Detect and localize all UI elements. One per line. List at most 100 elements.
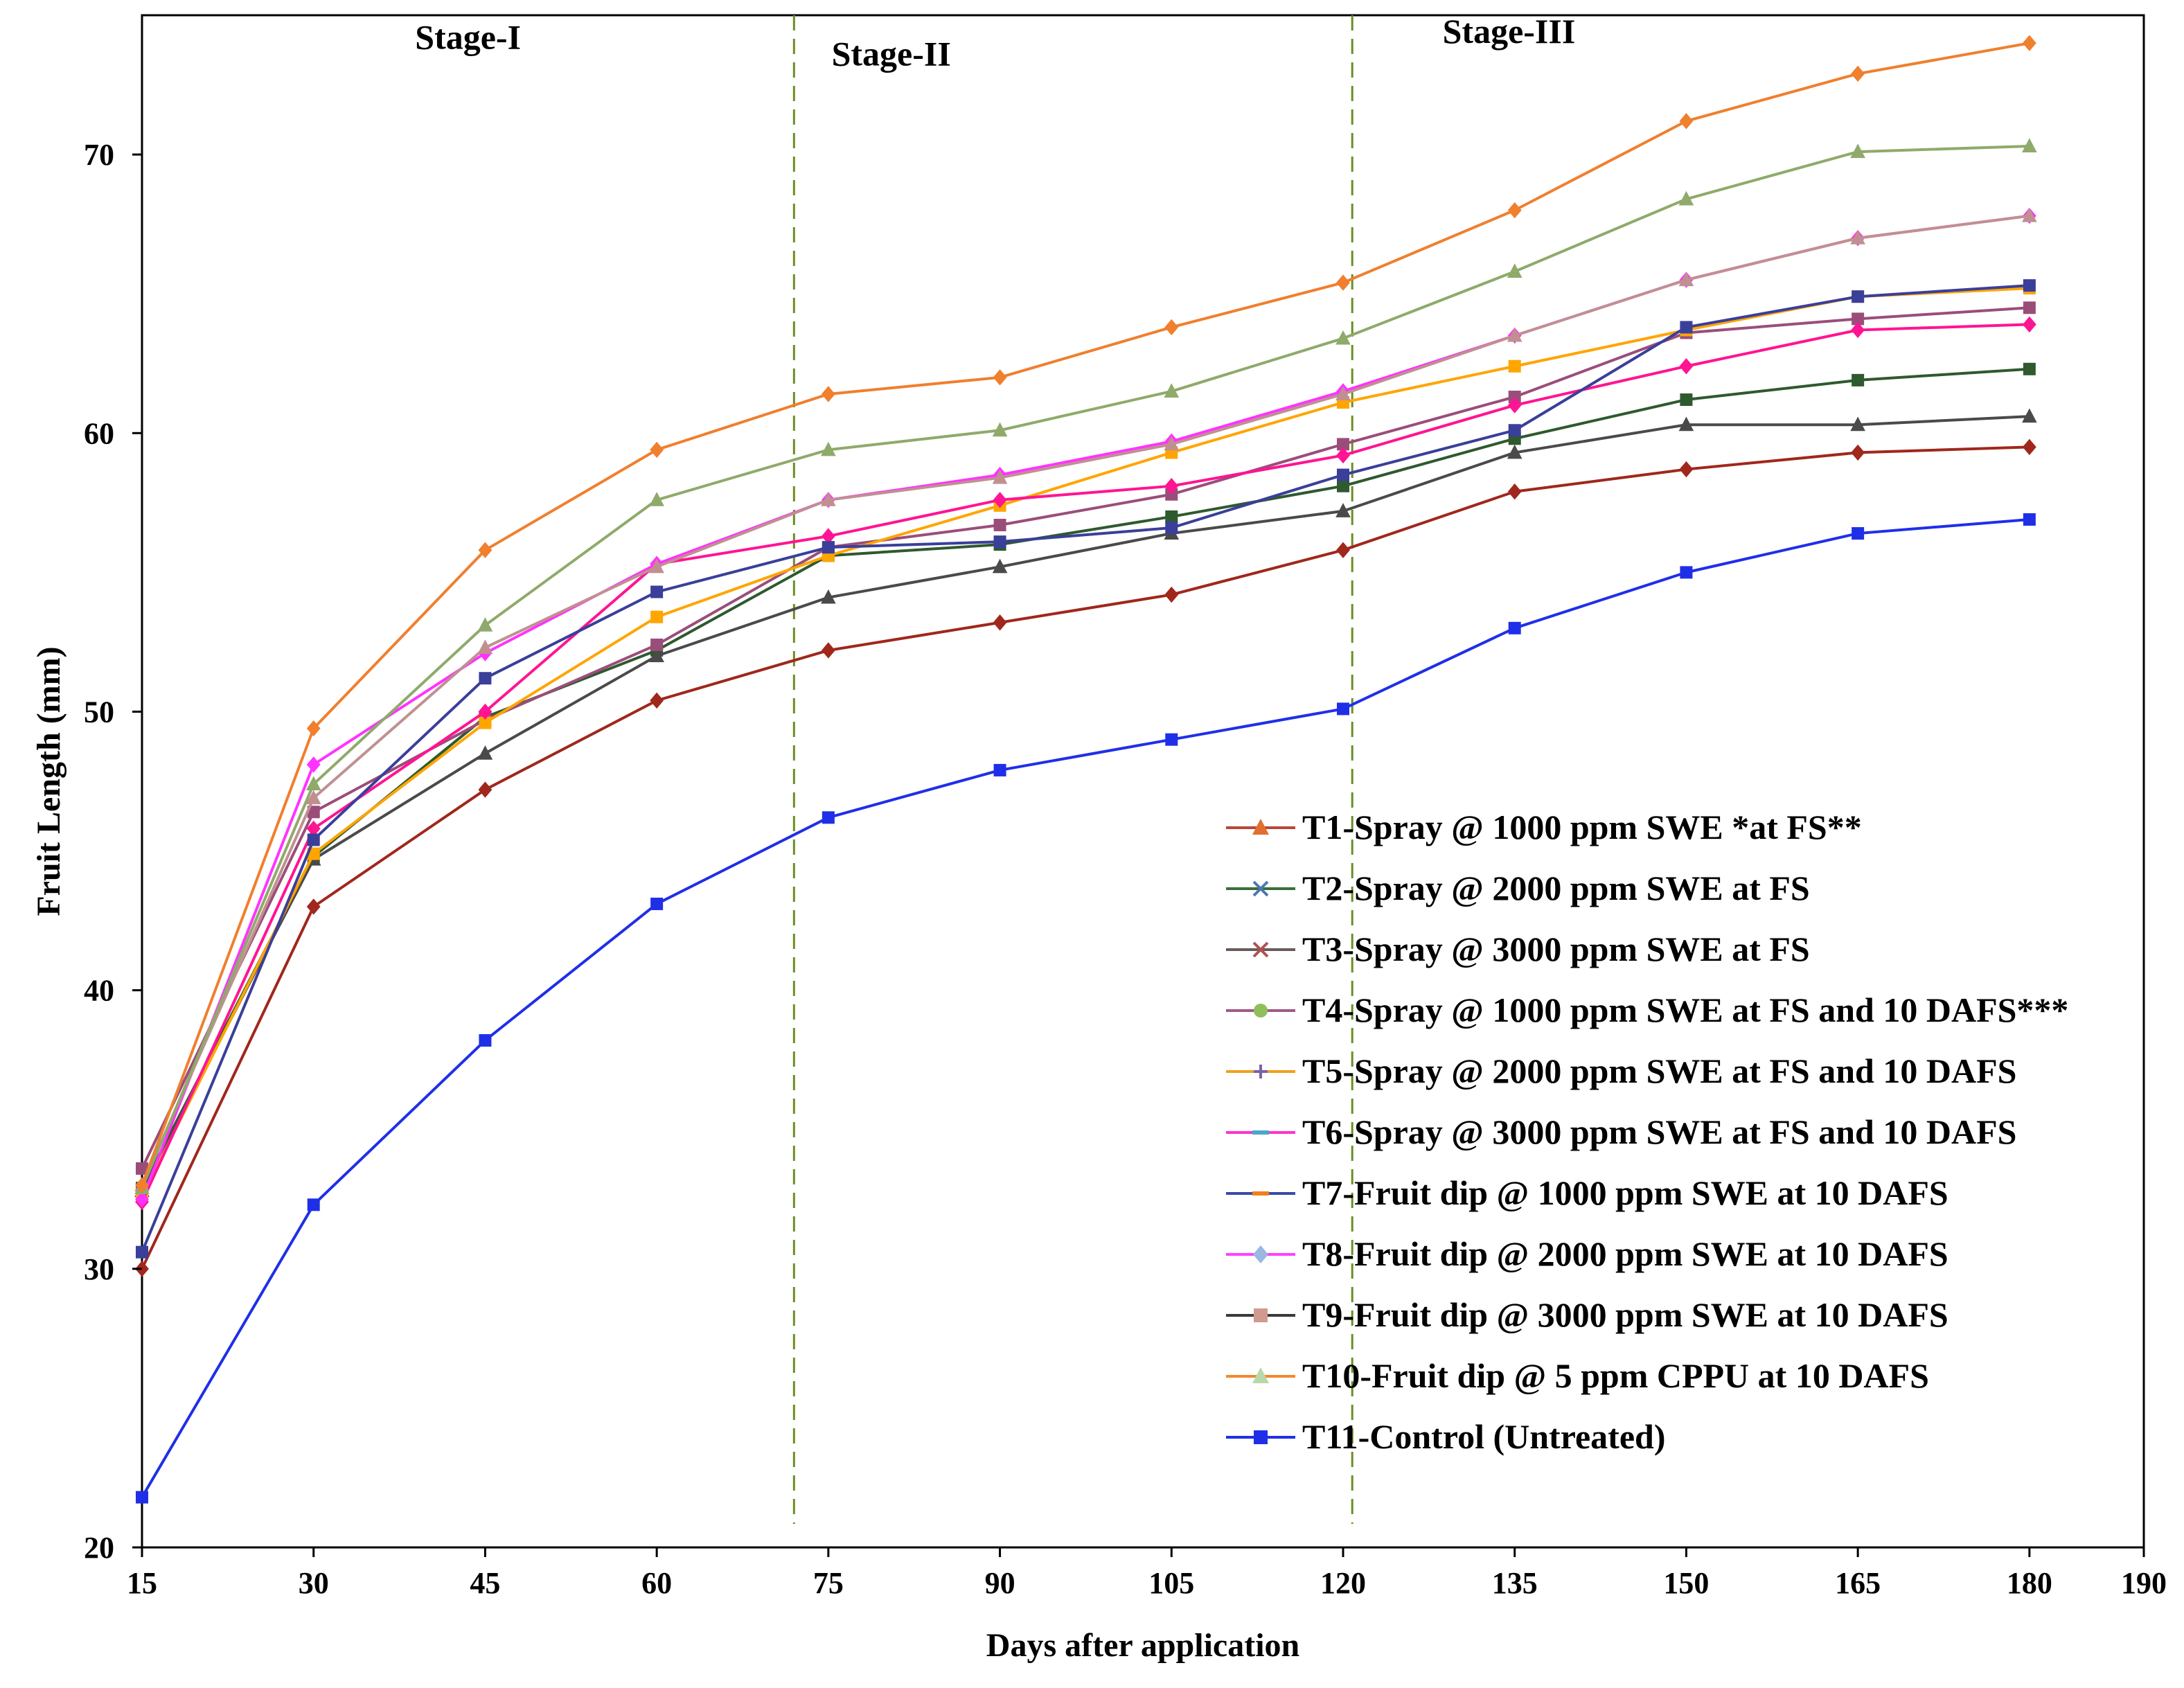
data-point xyxy=(821,386,835,402)
data-point xyxy=(1852,373,1865,387)
y-tick-label: 50 xyxy=(84,695,114,729)
legend-item: T7-Fruit dip @ 1000 ppm SWE at 10 DAFS xyxy=(1226,1173,1948,1212)
data-point xyxy=(478,781,492,798)
x-tick-label: 105 xyxy=(1148,1566,1194,1600)
data-point xyxy=(1680,321,1693,334)
data-point xyxy=(306,820,321,837)
legend-label: T8-Fruit dip @ 2000 ppm SWE at 10 DAFS xyxy=(1302,1234,1948,1273)
data-point xyxy=(135,1177,149,1193)
series-line-5 xyxy=(141,287,2030,1198)
y-tick-label: 20 xyxy=(84,1531,114,1565)
legend-marker xyxy=(1252,1367,1269,1383)
data-point xyxy=(822,541,835,554)
data-point xyxy=(1851,444,1865,461)
data-point xyxy=(992,558,1008,574)
data-point xyxy=(821,528,835,544)
stage-dividers xyxy=(792,15,1353,1524)
data-point xyxy=(1165,733,1178,746)
data-point xyxy=(1852,290,1865,303)
legend-item: T6-Spray @ 3000 ppm SWE at FS and 10 DAF… xyxy=(1226,1112,2016,1151)
data-point xyxy=(650,585,664,598)
data-point xyxy=(477,617,493,632)
data-point xyxy=(479,672,492,685)
x-tick-label: 120 xyxy=(1320,1566,1366,1600)
legend-item: T5-Spray @ 2000 ppm SWE at FS and 10 DAF… xyxy=(1226,1051,2016,1090)
legend-label: T2-Spray @ 2000 ppm SWE at FS xyxy=(1302,869,1810,907)
y-tick-label: 30 xyxy=(84,1252,114,1286)
data-point xyxy=(1508,390,1521,403)
data-point xyxy=(307,806,320,819)
legend-label: T5-Spray @ 2000 ppm SWE at FS and 10 DAF… xyxy=(1302,1051,2016,1090)
legend-label: T1-Spray @ 1000 ppm SWE *at FS** xyxy=(1302,808,1862,846)
legend-marker xyxy=(1254,1065,1268,1078)
data-point xyxy=(306,720,321,737)
data-point xyxy=(1851,65,1865,82)
data-point xyxy=(1507,202,1522,219)
x-tick-label: 45 xyxy=(470,1566,500,1600)
data-point xyxy=(1680,566,1693,579)
data-point xyxy=(650,638,664,651)
legend-label: T9-Fruit dip @ 3000 ppm SWE at 10 DAFS xyxy=(1302,1295,1948,1334)
data-point xyxy=(1679,358,1694,375)
data-point xyxy=(478,703,492,720)
legend-label: T11-Control (Untreated) xyxy=(1302,1417,1666,1456)
series-line-6 xyxy=(141,323,2030,1203)
stage-labels: Stage-I Stage-II Stage-III xyxy=(415,12,1575,73)
data-point xyxy=(2022,408,2037,423)
x-tick-label: 75 xyxy=(813,1566,844,1600)
legend-label: T10-Fruit dip @ 5 ppm CPPU at 10 DAFS xyxy=(1302,1356,1929,1395)
data-point xyxy=(477,639,493,654)
data-point xyxy=(136,1491,148,1504)
plot-area xyxy=(141,14,2145,1549)
data-point xyxy=(822,811,835,824)
y-tick-label: 60 xyxy=(84,416,114,450)
data-point xyxy=(821,642,835,659)
data-point xyxy=(479,716,492,729)
data-point xyxy=(650,692,664,709)
stage-label-3: Stage-III xyxy=(1443,12,1576,51)
data-point xyxy=(1164,586,1179,603)
x-tick-label: 90 xyxy=(985,1566,1015,1600)
x-tick-label: 60 xyxy=(641,1566,672,1600)
data-point xyxy=(1508,359,1521,373)
data-point xyxy=(1679,461,1694,478)
data-point xyxy=(649,558,664,574)
legend-label: T6-Spray @ 3000 ppm SWE at FS and 10 DAF… xyxy=(1302,1112,2016,1151)
data-point xyxy=(1678,190,1694,206)
data-point xyxy=(306,756,321,773)
stage-label-2: Stage-II xyxy=(832,34,951,73)
legend-marker xyxy=(1254,1430,1268,1444)
data-point xyxy=(307,833,320,846)
x-tick-label: 135 xyxy=(1492,1566,1538,1600)
x-tick-label: 15 xyxy=(127,1566,157,1600)
data-point xyxy=(649,648,664,663)
data-point xyxy=(992,469,1008,484)
x-tick-label: 180 xyxy=(2007,1566,2052,1600)
series-line-1 xyxy=(141,445,2030,1270)
data-point xyxy=(307,1198,320,1211)
data-point xyxy=(2023,362,2036,375)
series-line-12 xyxy=(141,42,2030,1186)
data-point xyxy=(136,1245,148,1259)
data-point xyxy=(993,518,1006,531)
series-line-11 xyxy=(141,517,2030,1498)
data-point xyxy=(1335,386,1351,400)
data-point xyxy=(649,492,664,506)
series-line-2 xyxy=(141,367,2030,1189)
data-point xyxy=(1337,702,1349,716)
y-tick-label: 70 xyxy=(84,138,114,172)
data-point xyxy=(1164,383,1180,398)
x-tick-label: 30 xyxy=(299,1566,329,1600)
series-line-4 xyxy=(141,306,2030,1169)
data-point xyxy=(992,422,1008,437)
legend-marker xyxy=(1252,819,1269,835)
data-point xyxy=(1165,522,1178,535)
series-line-9 xyxy=(141,214,2030,1186)
data-point xyxy=(478,542,492,558)
data-point xyxy=(1678,272,1694,287)
series-line-7 xyxy=(141,284,2030,1253)
y-axis-title: Fruit Length (mm) xyxy=(30,646,67,916)
data-point xyxy=(477,745,493,760)
data-point xyxy=(2022,438,2036,456)
